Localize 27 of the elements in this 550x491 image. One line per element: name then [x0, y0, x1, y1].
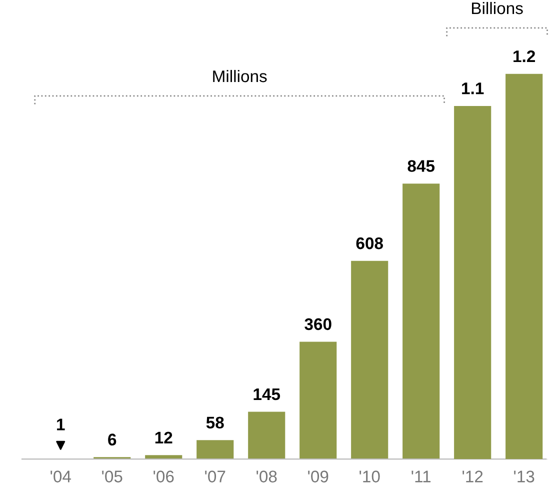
bar: [402, 184, 440, 460]
x-tick-label: '09: [308, 470, 328, 482]
data-label: 58: [206, 416, 224, 429]
data-label: 12: [155, 432, 172, 444]
data-label: 608: [356, 237, 383, 250]
data-label: 360: [304, 318, 332, 330]
data-label: 1.1: [462, 82, 484, 94]
data-label: 1: [57, 418, 65, 430]
x-tick-label: '04: [50, 470, 71, 482]
bar: [248, 412, 286, 460]
bar: [351, 260, 388, 460]
x-tick-label: '11: [412, 470, 431, 482]
data-label: 6: [108, 434, 116, 446]
bar: [300, 342, 337, 460]
data-label: 145: [254, 388, 280, 400]
x-tick-label: '08: [256, 470, 277, 482]
data-label: 845: [408, 160, 435, 172]
x-tick-label: '13: [514, 470, 534, 482]
bar: [196, 440, 234, 460]
x-tick-label: '12: [462, 470, 483, 482]
annotation: Millions: [213, 70, 267, 82]
x-tick-label: '10: [360, 470, 380, 482]
x-tick-label: '05: [102, 470, 122, 482]
x-tick-label: '07: [205, 470, 226, 482]
x-tick-label: '06: [154, 470, 174, 482]
text: Billions: [472, 2, 523, 14]
data-label: 1.2: [514, 50, 535, 62]
